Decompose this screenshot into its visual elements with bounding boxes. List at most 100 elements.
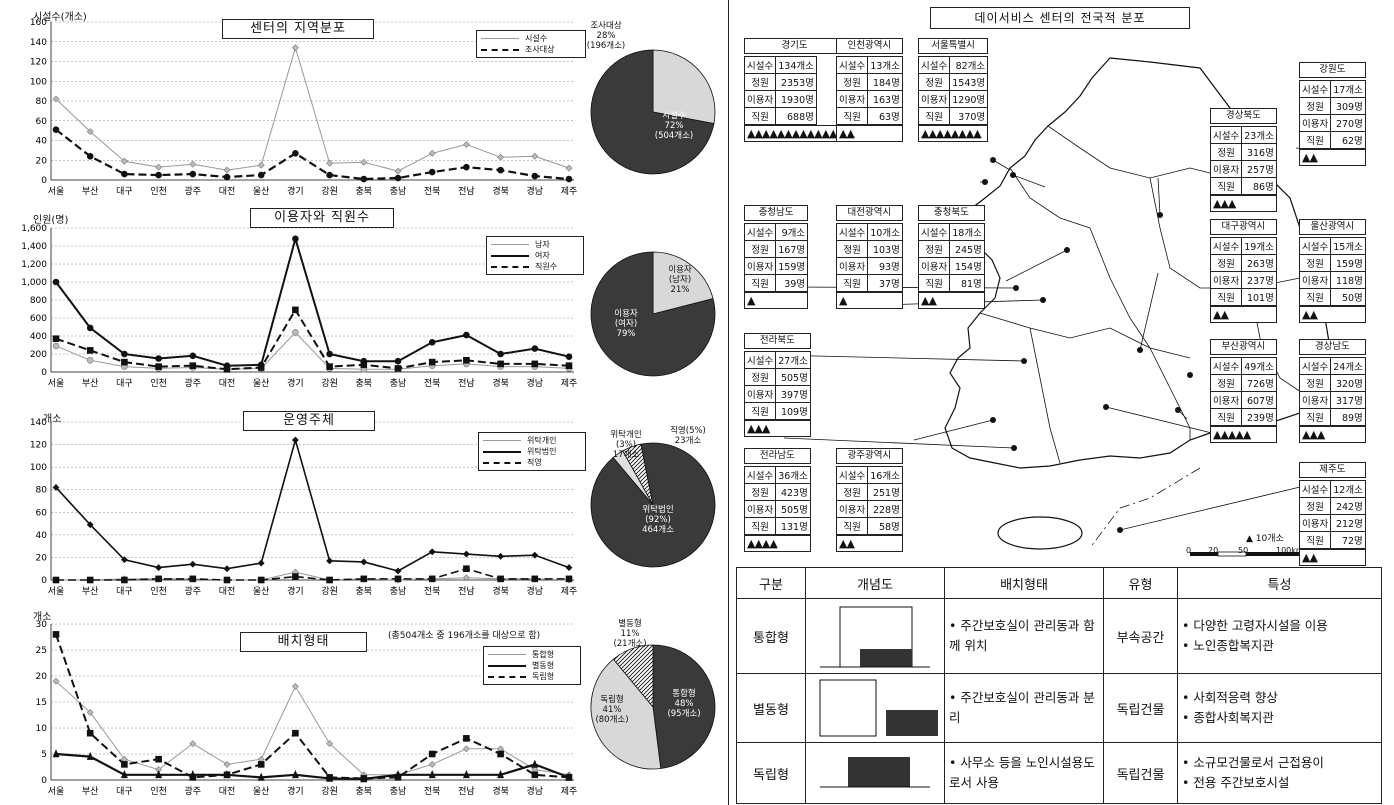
sea-boundary-line [1089, 467, 1201, 549]
region-card: 광주광역시 시설수 16개소 정원 251명 이용자 228명 직원 58명 ▲▲ [835, 448, 903, 552]
data-point [497, 575, 504, 583]
data-point [291, 770, 299, 779]
x-tick-label: 충남 [390, 378, 407, 389]
stat-value: 505명 [775, 368, 811, 386]
x-tick-label: 대구 [116, 786, 133, 797]
data-point [292, 729, 299, 737]
legend-item: 조사대상 [525, 45, 555, 54]
region-card: 서울특별시 시설수 82개소 정원 1543명 이용자 1290명 직원 370명 ▲▲▲▲▲▲▲… [917, 38, 989, 142]
stat-label: 정원 [917, 240, 951, 258]
stat-label: 직원 [743, 402, 777, 420]
y-tick-label: 120 [30, 58, 47, 68]
x-tick-label: 대구 [116, 186, 133, 197]
y-tick-label: 20 [36, 553, 48, 563]
leader-line [913, 419, 994, 441]
data-point [326, 363, 333, 370]
legend-item: 남자 [535, 240, 550, 249]
legend-item: 직영 [527, 458, 542, 467]
stat-label: 직원 [1209, 408, 1243, 426]
chart2-title: 이용자와 직원수 [250, 208, 394, 228]
stat-value: 257명 [1241, 160, 1277, 178]
facility-icons: ▲▲ [918, 292, 985, 309]
region-card: 부산광역시 시설수 49개소 정원 726명 이용자 607명 직원 239명 ▲▲▲▲▲ [1209, 339, 1277, 443]
stat-label: 정원 [1209, 374, 1243, 392]
legend-item: 통합형 [532, 650, 555, 659]
data-point [155, 770, 163, 779]
data-point [121, 358, 128, 366]
type-name: 독립형 [736, 742, 806, 804]
data-point [189, 740, 197, 748]
data-point [462, 574, 470, 582]
y-tick-label: 0 [41, 176, 47, 186]
region-stats: 시설수 10개소 정원 103명 이용자 93명 직원 37명 [835, 223, 903, 292]
data-point [189, 170, 197, 178]
data-point [394, 567, 402, 575]
leader-line [783, 437, 1015, 449]
data-point [292, 306, 299, 314]
legend-item: 시설수 [525, 34, 548, 43]
stat-value: 109명 [775, 402, 811, 420]
region-name: 충청북도 [918, 205, 985, 221]
data-point [360, 158, 368, 166]
stat-value: 24개소 [1330, 357, 1366, 375]
data-point [52, 278, 60, 286]
stat-label: 이용자 [1298, 271, 1332, 289]
stat-label: 시설수 [917, 56, 951, 74]
stat-label: 정원 [1298, 97, 1332, 115]
data-point [257, 559, 265, 567]
data-point [565, 353, 573, 361]
stat-label: 직원 [1298, 531, 1332, 549]
stat-label: 시설수 [743, 466, 777, 484]
legend-item: 위탁개인 [527, 436, 557, 445]
data-point [394, 575, 402, 583]
data-point [531, 172, 539, 180]
region-name: 제주도 [1299, 462, 1366, 478]
x-tick-label: 대전 [219, 186, 236, 197]
region-name: 대전광역시 [836, 205, 903, 221]
region-dot [1187, 372, 1193, 378]
data-point [223, 760, 231, 768]
facility-icons: ▲▲ [1210, 306, 1277, 323]
leader-line [1005, 249, 1068, 282]
y-tick-label: 1,200 [21, 260, 47, 270]
x-tick-label: 경남 [527, 185, 544, 197]
stat-label: 이용자 [1209, 271, 1243, 289]
region-card: 강원도 시설수 17개소 정원 309명 이용자 270명 직원 62명 ▲▲ [1298, 62, 1366, 166]
stat-label: 직원 [835, 517, 869, 535]
region-name: 경상북도 [1210, 108, 1277, 124]
type-kind: 독립건물 [1103, 742, 1178, 804]
x-tick-label: 인천 [150, 186, 167, 197]
trait: • 전용 주간보호시설 [1182, 775, 1290, 790]
x-tick-label: 경북 [492, 585, 509, 597]
data-point [257, 576, 265, 584]
stat-value: 726명 [1241, 374, 1277, 392]
data-point [497, 360, 504, 368]
stat-label: 시설수 [1209, 126, 1243, 144]
pie-label: 독립형 41% (80개소) [595, 695, 628, 725]
data-point [394, 357, 402, 365]
x-tick-label: 제주 [561, 186, 578, 197]
data-point [326, 576, 333, 584]
x-tick-label: 대전 [219, 378, 236, 389]
data-point [86, 153, 94, 160]
data-point [428, 149, 436, 157]
data-point [531, 771, 539, 779]
data-point [292, 150, 299, 157]
stat-value: 82개소 [949, 56, 989, 74]
data-point [565, 575, 573, 583]
x-tick-label: 대전 [219, 786, 236, 797]
series-line-별동형 [55, 752, 570, 781]
facility-icons: ▲▲▲ [1210, 195, 1277, 212]
y-tick-label: 0 [41, 776, 47, 786]
data-point [155, 363, 162, 370]
data-point [428, 770, 436, 779]
data-point [497, 166, 504, 174]
data-point [394, 774, 402, 781]
region-stats: 시설수 82개소 정원 1543명 이용자 1290명 직원 370명 [917, 56, 989, 125]
data-point [52, 749, 60, 758]
stat-label: 직원 [1298, 288, 1332, 306]
layout-text: • 주간보호실이 관리동과 분리 [944, 673, 1104, 743]
y-tick-label: 80 [36, 486, 48, 496]
data-point [360, 558, 368, 566]
